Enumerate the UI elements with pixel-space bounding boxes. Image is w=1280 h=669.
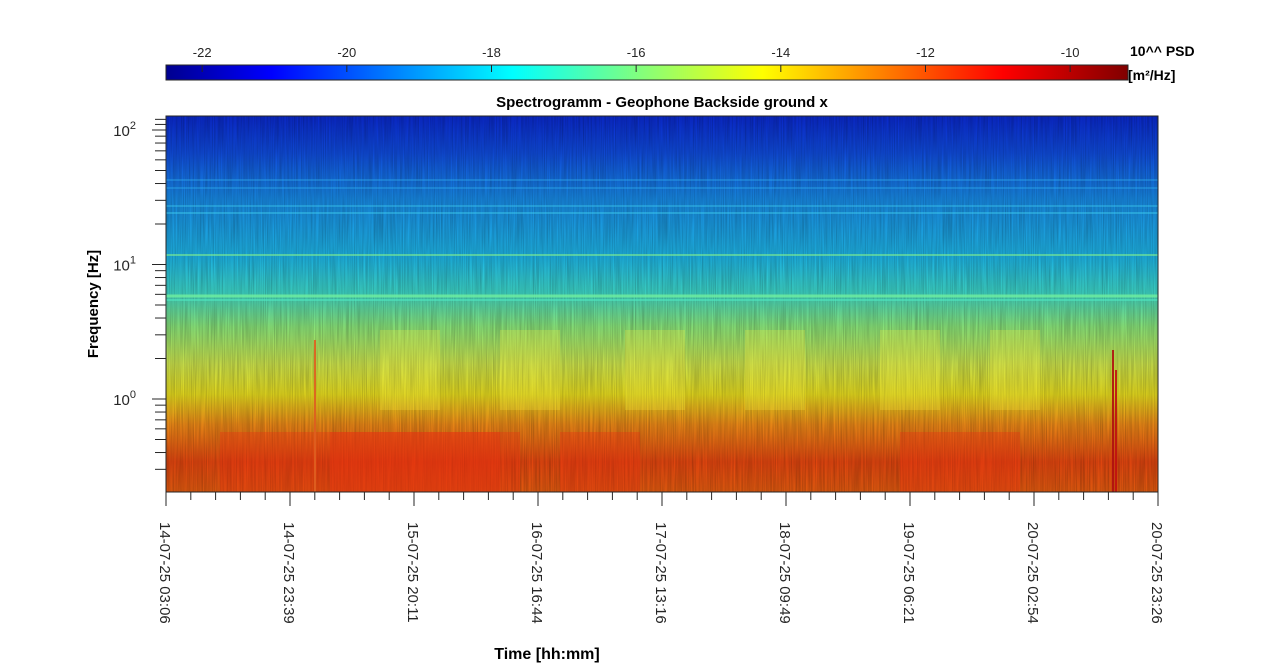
x-tick-label: 14-07-25 23:39	[280, 522, 297, 624]
y-tick-label: 102	[113, 120, 136, 140]
x-tick-label: 20-07-25 02:54	[1024, 522, 1041, 624]
colorbar	[165, 64, 1129, 81]
energy-plume	[625, 330, 685, 410]
energy-patch	[560, 432, 640, 492]
x-tick-label: 17-07-25 13:16	[652, 522, 669, 624]
energy-patch	[900, 432, 1020, 492]
colorbar-label-line2: [m²/Hz]	[1128, 67, 1175, 83]
energy-plume	[990, 330, 1040, 410]
colorbar-tick-label: -20	[337, 45, 356, 60]
energy-plume	[380, 330, 440, 410]
colorbar-tick-label: -14	[771, 45, 790, 60]
x-tick-label: 20-07-25 23:26	[1148, 522, 1165, 624]
x-tick-label: 16-07-25 16:44	[528, 522, 545, 624]
energy-plume	[880, 330, 940, 410]
colorbar-tick-label: -10	[1061, 45, 1080, 60]
y-axis-label: Frequency [Hz]	[85, 250, 102, 358]
energy-plume	[500, 330, 560, 410]
x-tick-label: 19-07-25 06:21	[900, 522, 917, 624]
spectrogram-texture	[166, 116, 1158, 492]
y-axis: 100 101 102	[113, 116, 167, 492]
colorbar-tick-label: -22	[193, 45, 212, 60]
y-tick-label: 101	[113, 255, 136, 275]
x-axis: 14-07-25 03:06 14-07-25 23:39 15-07-25 20:…	[156, 492, 1165, 624]
colorbar-label-line1: 10^^ PSD	[1130, 43, 1195, 59]
x-tick-label: 15-07-25 20:11	[404, 522, 421, 623]
x-tick-label: 14-07-25 03:06	[156, 522, 173, 624]
x-tick-label: 18-07-25 09:49	[776, 522, 793, 624]
colorbar-tick-label: -16	[627, 45, 646, 60]
colorbar-tick-label: -18	[482, 45, 501, 60]
spectrogram-plot-area	[165, 115, 1159, 493]
chart-title: Spectrogramm - Geophone Backside ground …	[496, 94, 828, 111]
x-axis-label: Time [hh:mm]	[494, 646, 599, 663]
energy-plume	[745, 330, 805, 410]
energy-patch	[220, 432, 520, 492]
energy-patch	[330, 432, 500, 492]
y-tick-label: 100	[113, 389, 136, 409]
colorbar-tick-label: -12	[916, 45, 935, 60]
